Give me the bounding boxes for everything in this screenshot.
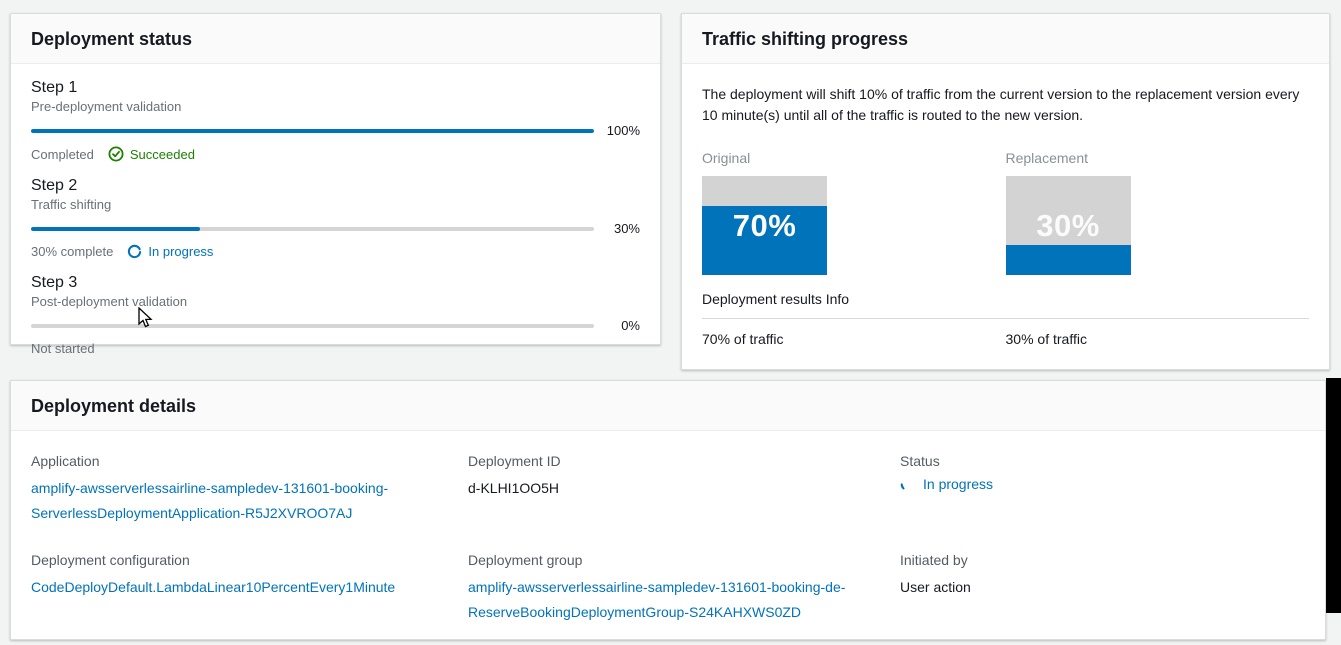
step-2-progress-row: 30% [31, 221, 640, 236]
deployment-status-title: Deployment status [31, 29, 193, 49]
step-1-percent-label: 100% [606, 123, 640, 138]
step-2-status-label: In progress [148, 244, 214, 259]
step-3-progress-track [31, 323, 594, 328]
original-column: Original 70% [702, 150, 1006, 275]
step-3-status-row: Not started [31, 341, 640, 356]
step-2-description: Traffic shifting [31, 197, 112, 212]
replacement-traffic-text: 30% of traffic [1005, 331, 1087, 347]
step-2-status-row: 30% complete In progress [31, 244, 640, 259]
deployment-status-panel: Deployment status Step 1 Pre-deployment … [10, 13, 661, 356]
step-2-progress-track [31, 226, 594, 231]
spinner-icon [900, 483, 905, 490]
deployment-configuration-link[interactable]: CodeDeployDefault.LambdaLinear10PercentE… [31, 579, 396, 595]
status-text: In progress [923, 476, 994, 492]
deployment-details-panel: Deployment details Application amplify-a… [10, 380, 1326, 640]
replacement-traffic-fill [1005, 245, 1131, 275]
application-label: Application [31, 453, 100, 469]
traffic-shifting-body: The deployment will shift 10% of traffic… [682, 64, 1329, 367]
step-2-status-prefix: 30% complete [31, 244, 114, 259]
spinner-icon [128, 244, 142, 259]
deployment-group-link[interactable]: amplify-awsserverlessairline-sampledev-1… [468, 579, 846, 620]
original-percent-label: 70% [732, 207, 797, 243]
field-deployment-group: Deployment group amplify-awsserverlessai… [468, 552, 900, 625]
step-3-percent-label: 0% [621, 318, 640, 333]
original-traffic-text: 70% of traffic [702, 331, 784, 347]
success-check-icon [108, 146, 124, 162]
step-3-name: Step 3 [31, 274, 78, 291]
step-1-description: Pre-deployment validation [31, 99, 182, 114]
replacement-column: Replacement 30% [1005, 150, 1310, 275]
details-grid: Application amplify-awsserverlessairline… [31, 445, 1305, 625]
replacement-traffic-box: 30% [1005, 176, 1131, 275]
replacement-percent-label: 30% [1036, 207, 1100, 243]
status-label: Status [900, 453, 940, 469]
step-3-status-prefix: Not started [31, 341, 95, 356]
replacement-label: Replacement [1005, 150, 1089, 166]
step-3-description: Post-deployment validation [31, 294, 188, 309]
deployment-results-label: Deployment results Info [702, 291, 850, 307]
deployment-details-title: Deployment details [31, 396, 197, 416]
step-1-progress-fill [31, 128, 594, 133]
field-application: Application amplify-awsserverlessairline… [31, 453, 468, 526]
traffic-columns: Original 70% Replacement 30% [702, 150, 1309, 275]
screenshot-edge-strip [1326, 378, 1341, 613]
field-deployment-configuration: Deployment configuration CodeDeployDefau… [31, 552, 468, 625]
step-1-progress-track [31, 128, 594, 133]
original-label: Original [702, 150, 751, 166]
deployment-status-header: Deployment status [11, 14, 660, 64]
step-1-status-row: Completed Succeeded [31, 146, 640, 162]
status-value: In progress [900, 476, 993, 492]
deployment-id-label: Deployment ID [468, 453, 561, 469]
step-3: Step 3 Post-deployment validation 0% Not… [31, 273, 640, 356]
field-initiated-by: Initiated by User action [900, 552, 1305, 625]
deployment-details-header: Deployment details [11, 381, 1325, 431]
traffic-shifting-title: Traffic shifting progress [702, 29, 909, 49]
results-divider [702, 318, 1309, 319]
step-1-status-label: Succeeded [129, 146, 195, 162]
step-2-progress-fill [31, 226, 200, 231]
initiated-by-value: User action [900, 579, 971, 595]
step-2-name: Step 2 [31, 177, 78, 194]
traffic-summary-row: 70% of traffic 30% of traffic [702, 331, 1309, 347]
traffic-shifting-description: The deployment will shift 10% of traffic… [702, 86, 1300, 123]
step-1: Step 1 Pre-deployment validation 100% Co… [31, 78, 640, 162]
step-1-name: Step 1 [31, 79, 78, 96]
step-2-status: In progress [127, 244, 213, 259]
application-link[interactable]: amplify-awsserverlessairline-sampledev-1… [31, 480, 389, 521]
deployment-details-body: Application amplify-awsserverlessairline… [11, 431, 1325, 645]
deployment-id-value: d-KLHI1OO5H [468, 480, 560, 496]
original-traffic-box: 70% [702, 176, 827, 275]
traffic-shifting-header: Traffic shifting progress [682, 14, 1329, 64]
step-1-progress-row: 100% [31, 123, 640, 138]
step-1-status: Succeeded [108, 146, 195, 162]
step-2-percent-label: 30% [613, 221, 640, 236]
deployment-status-body: Step 1 Pre-deployment validation 100% Co… [11, 64, 660, 390]
initiated-by-label: Initiated by [900, 552, 968, 568]
deployment-configuration-label: Deployment configuration [31, 552, 190, 568]
mouse-cursor-icon [138, 307, 153, 328]
step-3-progress-row: 0% [31, 318, 640, 333]
original-traffic-fill [702, 205, 827, 275]
field-deployment-id: Deployment ID d-KLHI1OO5H [468, 453, 900, 526]
traffic-shifting-panel: Traffic shifting progress The deployment… [681, 13, 1330, 370]
field-status: Status In progress [900, 453, 1305, 526]
deployment-group-label: Deployment group [468, 552, 583, 568]
step-2: Step 2 Traffic shifting 30% 30% complete… [31, 176, 640, 259]
step-1-status-prefix: Completed [31, 146, 94, 162]
